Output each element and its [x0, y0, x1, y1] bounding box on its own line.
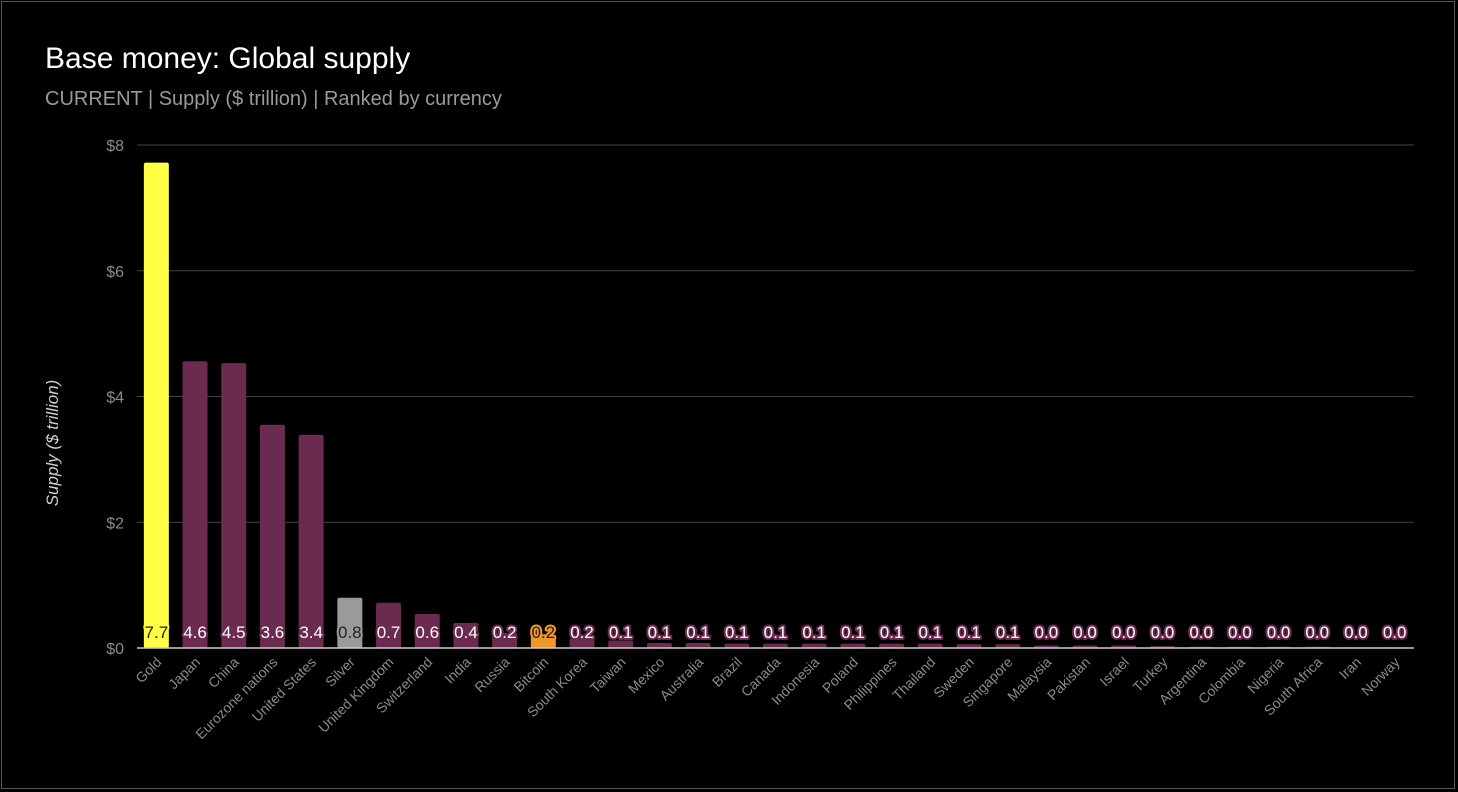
bar-canada: [763, 643, 788, 648]
y-tick-label: $8: [106, 138, 124, 155]
data-label: 0.1: [725, 623, 749, 642]
x-tick-label: Gold: [132, 654, 164, 686]
x-tick-label: Australia: [656, 654, 706, 704]
data-label: 0.1: [648, 623, 672, 642]
data-label: 0.7: [377, 623, 401, 642]
data-label: 0.6: [415, 623, 439, 642]
y-axis-label: Supply ($ trillion): [43, 380, 62, 507]
data-label: 0.0: [1305, 623, 1329, 642]
x-tick-label: Silver: [322, 654, 358, 690]
bar-taiwan: [608, 640, 634, 648]
data-label: 3.6: [261, 623, 285, 642]
bar-australia: [685, 642, 711, 648]
data-label: 4.6: [183, 623, 207, 642]
data-label: 0.8: [338, 623, 362, 642]
data-label: 0.1: [609, 623, 633, 642]
data-label: 0.1: [764, 623, 788, 642]
data-label: 0.2: [531, 623, 555, 642]
y-tick-label: $4: [106, 390, 124, 407]
bar-india: [453, 622, 479, 648]
y-tick-label: $0: [106, 641, 124, 658]
data-label: 0.1: [918, 623, 942, 642]
bar-bitcoin: [530, 635, 556, 648]
x-tick-label: Taiwan: [587, 654, 629, 696]
bar-united-kingdom: [376, 602, 402, 648]
data-label: 0.1: [841, 623, 865, 642]
chart-subtitle: CURRENT | Supply ($ trillion) | Ranked b…: [45, 88, 502, 110]
data-label: 0.2: [493, 623, 517, 642]
x-tick-label: Japan: [165, 654, 203, 692]
bar-mexico: [646, 642, 672, 648]
data-label: 0.1: [957, 623, 981, 642]
bar-philippines: [879, 643, 905, 648]
data-label: 7.7: [145, 623, 169, 642]
x-tick-label: India: [441, 654, 474, 687]
bar-indonesia: [801, 643, 827, 648]
y-tick-label: $6: [106, 264, 124, 281]
bar-russia: [492, 632, 518, 648]
y-tick-label: $2: [106, 515, 124, 532]
data-label: 0.1: [802, 623, 826, 642]
x-tick-label: Iran: [1336, 654, 1364, 682]
bar-singapore: [995, 644, 1021, 648]
x-tick-label: Pakistan: [1044, 654, 1093, 703]
bar-china: [221, 363, 247, 648]
data-label: 0.0: [1151, 623, 1175, 642]
data-label: 0.1: [880, 623, 904, 642]
bar-brazil: [724, 643, 750, 648]
bar-sweden: [956, 644, 982, 648]
bar-silver: [337, 597, 363, 648]
data-label: 3.4: [299, 623, 323, 642]
bar-poland: [840, 643, 866, 648]
data-label: 0.2: [570, 623, 594, 642]
data-label: 0.0: [1383, 623, 1407, 642]
bar-eurozone-nations: [259, 424, 285, 648]
data-label: 0.0: [1228, 623, 1252, 642]
data-label: 0.0: [1189, 623, 1213, 642]
data-label: 0.0: [1035, 623, 1059, 642]
bar-united-states: [298, 434, 324, 648]
data-label: 0.1: [996, 623, 1020, 642]
x-tick-label: Brazil: [709, 654, 745, 690]
data-label: 0.0: [1073, 623, 1097, 642]
data-label: 0.0: [1267, 623, 1291, 642]
bar-gold: [143, 162, 169, 649]
data-label: 0.0: [1344, 623, 1368, 642]
data-label: 0.4: [454, 623, 478, 642]
x-tick-label: Russia: [471, 654, 513, 696]
bar-thailand: [917, 643, 943, 648]
bar-south-korea: [569, 638, 595, 648]
bar-japan: [182, 361, 208, 648]
x-tick-label: Thailand: [889, 654, 938, 703]
data-label: 4.5: [222, 623, 246, 642]
data-label: 0.0: [1112, 623, 1136, 642]
data-label: 0.1: [686, 623, 710, 642]
bar-switzerland: [414, 614, 440, 648]
x-tick-label: Norway: [1358, 654, 1403, 699]
x-tick-label: Israel: [1096, 654, 1132, 690]
chart-title: Base money: Global supply: [45, 42, 411, 75]
